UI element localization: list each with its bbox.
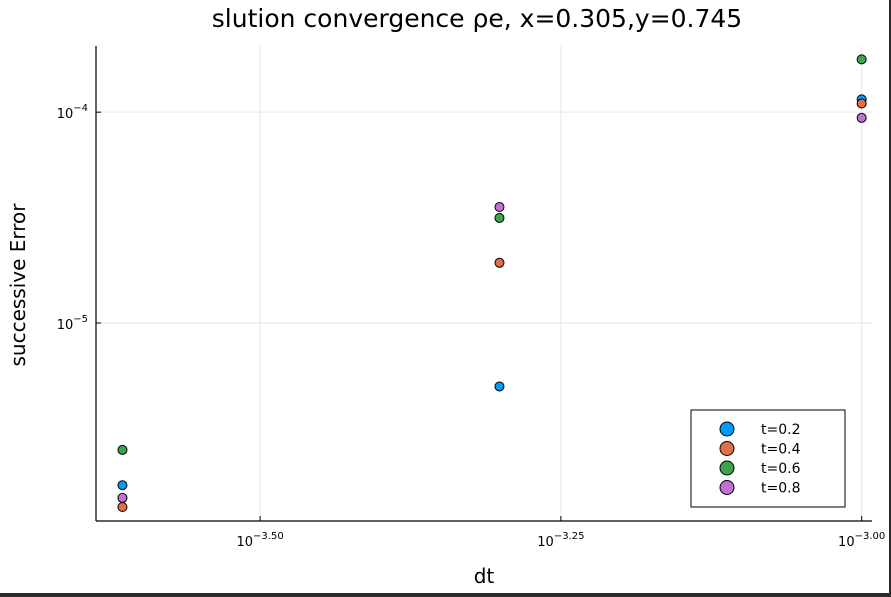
y-tick-label: 10−5 bbox=[57, 314, 88, 333]
legend: t=0.2 t=0.4 t=0.6 t=0.8 bbox=[690, 409, 846, 508]
y-tick-label: 10−4 bbox=[57, 103, 88, 122]
data-point-t-0-4 bbox=[117, 502, 128, 513]
x-tick-label: 10−3.00 bbox=[838, 531, 885, 550]
legend-marker bbox=[719, 460, 735, 476]
data-point-t-0-4 bbox=[494, 257, 505, 268]
x-tick-label: 10−3.25 bbox=[537, 531, 584, 550]
legend-label: t=0.2 bbox=[761, 422, 800, 438]
legend-marker bbox=[719, 441, 735, 456]
legend-label: t=0.4 bbox=[761, 442, 801, 458]
chart-title: slution convergence ρe, x=0.305,y=0.745 bbox=[212, 4, 742, 33]
data-point-t-0-8 bbox=[117, 492, 128, 503]
data-point-t-0-8 bbox=[494, 201, 505, 212]
x-axis-label: dt bbox=[474, 564, 495, 588]
data-point-t-0-6 bbox=[494, 212, 505, 223]
grid-lines bbox=[96, 46, 872, 521]
data-point-t-0-4 bbox=[856, 98, 867, 109]
x-tick-label: 10−3.50 bbox=[236, 531, 283, 550]
data-point-t-0-2 bbox=[117, 480, 128, 491]
legend-marker bbox=[719, 480, 735, 495]
y-axis-ticks: 10−5 10−4 bbox=[57, 103, 101, 333]
data-point-t-0-6 bbox=[117, 444, 128, 455]
data-point-t-0-8 bbox=[856, 112, 867, 123]
data-point-t-0-6 bbox=[856, 54, 867, 65]
legend-label: t=0.6 bbox=[761, 461, 801, 477]
legend-label: t=0.8 bbox=[761, 481, 800, 497]
y-axis-label: successive Error bbox=[6, 203, 30, 367]
legend-marker bbox=[719, 421, 735, 437]
data-points bbox=[117, 54, 867, 513]
x-axis-ticks: 10−3.50 10−3.25 10−3.00 bbox=[236, 516, 885, 550]
data-point-t-0-2 bbox=[494, 381, 505, 392]
legend-box bbox=[690, 409, 846, 508]
